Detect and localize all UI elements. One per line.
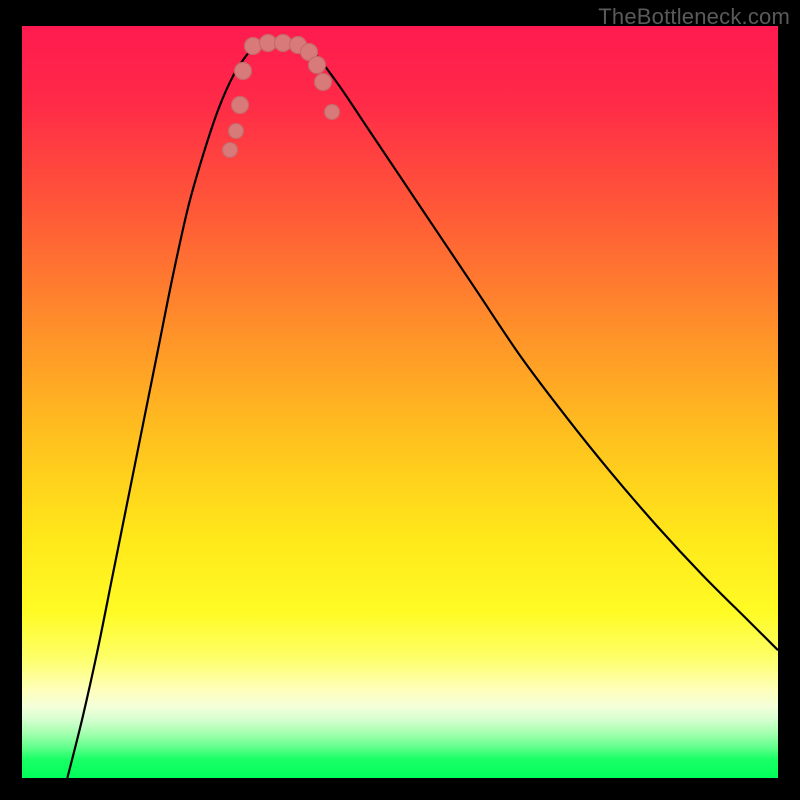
- bottleneck-chart: [22, 26, 778, 778]
- data-marker: [228, 123, 244, 139]
- data-marker: [324, 104, 340, 120]
- bottleneck-curve-right: [302, 41, 778, 650]
- data-marker: [308, 56, 326, 74]
- data-marker: [231, 96, 249, 114]
- data-marker: [314, 73, 332, 91]
- chart-frame: TheBottleneck.com: [0, 0, 800, 800]
- chart-curve-layer: [22, 26, 778, 778]
- watermark-text: TheBottleneck.com: [598, 4, 790, 30]
- data-marker: [222, 142, 238, 158]
- data-marker: [234, 62, 252, 80]
